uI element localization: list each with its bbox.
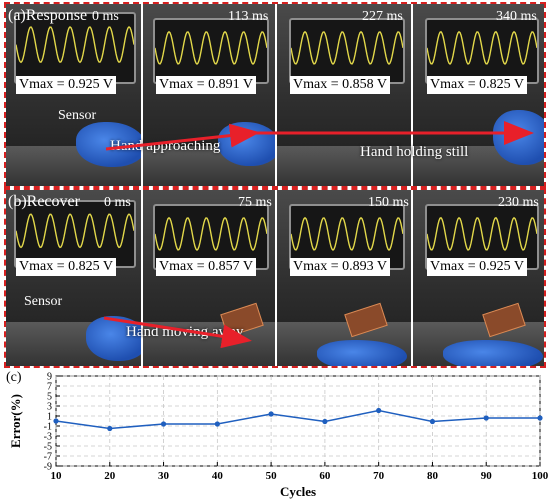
y-tick-label: -1 [44,422,52,433]
x-tick-label: 50 [266,470,278,482]
frame-b-1 [6,190,141,366]
x-tick-label: 70 [373,470,385,482]
vmax-label: Vmax = 0.893 V [290,258,390,276]
vmax-label: Vmax = 0.858 V [290,76,390,94]
vmax-label: Vmax = 0.925 V [427,258,527,276]
x-tick-label: 60 [319,470,331,482]
sine-trace [155,30,267,65]
panel-b-recover: (b)Recover 0 ms 75 ms 150 ms 230 ms Vmax… [4,188,546,368]
frame-time-label: 227 ms [362,9,403,24]
y-tick-label: -5 [44,442,52,453]
frame-a-1 [6,4,141,186]
hand-approaching-label: Hand approaching [110,138,221,154]
sine-trace [16,25,134,64]
sensor-label: Sensor [58,108,97,123]
data-point [537,415,543,421]
frame-time-label: 340 ms [496,9,537,24]
hand-holding-still-label: Hand holding still [360,144,469,160]
vmax-label: Vmax = 0.891 V [156,76,256,94]
sine-trace [427,30,537,65]
vmax-label: Vmax = 0.857 V [156,258,256,276]
series-line [55,409,540,430]
data-point [322,418,328,425]
arrow-b [103,316,252,349]
y-axis-label: Error(%) [8,394,23,448]
y-tick-label: -9 [44,462,52,473]
x-tick-label: 30 [158,470,170,482]
data-point [107,425,113,432]
x-axis-label: Cycles [280,484,316,499]
data-point [429,418,436,425]
panel-b-title: (b)Recover [8,193,80,210]
y-tick-label: -3 [44,432,52,443]
sensor-label: Sensor [24,294,63,309]
x-tick-label: 20 [104,470,116,482]
oscilloscope-screen [425,18,539,84]
data-point [214,421,220,427]
sine-trace [155,216,267,251]
y-tick-label: 3 [47,402,52,413]
y-tick-label: 7 [47,382,52,393]
data-point [376,407,382,414]
oscilloscope-screen [14,200,136,268]
x-tick-label: 100 [532,470,549,482]
x-tick-label: 40 [212,470,224,482]
y-tick-label: 1 [47,412,52,423]
arrow-a [105,121,534,151]
frame-a-2 [143,4,275,186]
y-tick-label: -7 [44,452,52,463]
frame-a-4 [413,4,544,186]
vmax-label: Vmax = 0.825 V [427,76,527,94]
frame-time-label: 0 ms [92,9,119,24]
data-point [160,421,167,427]
y-tick-label: 9 [47,372,52,383]
vmax-label: Vmax = 0.925 V [16,76,116,94]
glove-hand [443,340,543,366]
vmax-label: Vmax = 0.825 V [16,258,116,276]
sine-trace [291,216,403,251]
oscilloscope-screen [153,18,269,84]
panel-a-title: (a)Response [8,7,88,24]
plot-area [55,375,541,467]
sine-trace [291,30,403,65]
sine-trace [427,216,537,251]
error-chart: (c) -9 -7 -5 -3 -1 1 3 5 7 9 10 20 30 40 50 60 70 80 90 100… [0,368,550,504]
y-tick-label: 5 [47,392,52,403]
data-point [483,415,489,421]
frame-time-label: 75 ms [238,195,272,210]
glove-hand [317,340,407,366]
panel-c-title: (c) [6,370,22,385]
x-tick-label: 90 [481,470,493,482]
frame-b-4 [413,190,544,366]
frame-time-label: 0 ms [104,195,131,210]
frame-a-3 [277,4,411,186]
frame-time-label: 230 ms [498,195,539,210]
panel-a-response: (a)Response 0 ms 113 ms 227 ms 340 ms Vm… [4,2,546,188]
frame-time-label: 150 ms [368,195,409,210]
sine-trace [16,213,134,249]
data-point [53,418,59,424]
data-point [268,411,274,417]
x-tick-label: 10 [51,470,63,482]
x-tick-label: 80 [427,470,439,482]
glove-hand [76,122,141,167]
frame-time-label: 113 ms [228,9,269,24]
